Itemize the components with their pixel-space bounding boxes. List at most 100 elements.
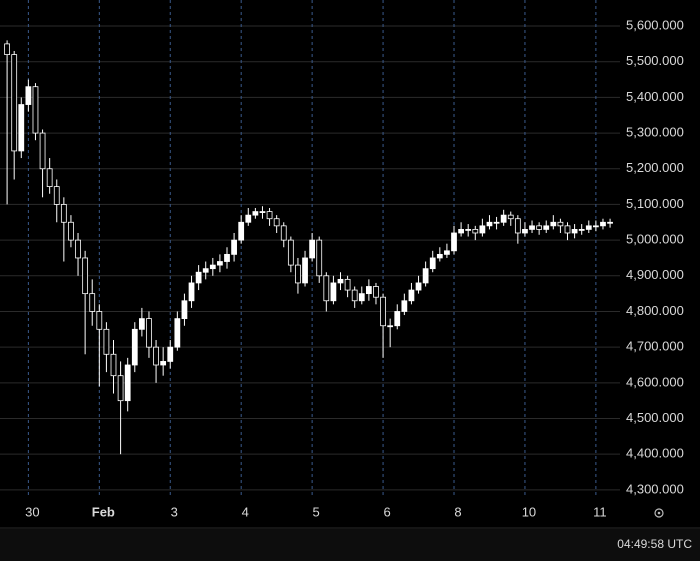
candle-body bbox=[25, 86, 32, 105]
candle-body bbox=[110, 353, 117, 377]
candle-body bbox=[507, 214, 514, 220]
candle-body bbox=[32, 86, 39, 134]
candle-body bbox=[365, 286, 372, 295]
candle-body bbox=[302, 257, 308, 284]
y-tick-label: 5,400.000 bbox=[626, 89, 684, 104]
candle-body bbox=[209, 264, 216, 270]
candle-body bbox=[401, 300, 408, 312]
candle-body bbox=[273, 218, 280, 227]
candle-body bbox=[422, 268, 429, 284]
candle-body bbox=[224, 253, 230, 262]
x-tick-label: 3 bbox=[171, 504, 178, 519]
settings-icon-dot bbox=[657, 511, 661, 515]
candle-body bbox=[323, 275, 330, 302]
candle-body bbox=[358, 293, 365, 302]
candle-body bbox=[75, 239, 81, 259]
candle-body bbox=[245, 214, 252, 223]
candle-body bbox=[188, 282, 195, 302]
candle-body bbox=[138, 318, 145, 330]
y-tick-label: 5,500.000 bbox=[626, 53, 684, 68]
candle-body bbox=[117, 375, 124, 402]
status-bar bbox=[0, 529, 700, 561]
x-tick-label: 8 bbox=[454, 504, 461, 519]
candle-body bbox=[394, 311, 401, 327]
candle-body bbox=[316, 239, 323, 277]
candle-body bbox=[472, 229, 479, 234]
candle-body bbox=[231, 239, 237, 255]
x-tick-label: Feb bbox=[92, 504, 115, 519]
x-tick-label: 6 bbox=[383, 504, 390, 519]
candle-body bbox=[124, 364, 131, 402]
candle-body bbox=[330, 282, 337, 302]
candle-body bbox=[280, 225, 287, 241]
candle-body bbox=[522, 229, 528, 234]
candle-body bbox=[557, 221, 564, 227]
y-tick-label: 5,600.000 bbox=[626, 17, 684, 32]
clock: 04:49:58 UTC bbox=[617, 537, 692, 551]
candle-body bbox=[217, 261, 223, 266]
candle-body bbox=[592, 225, 599, 228]
candle-body bbox=[259, 211, 266, 213]
candle-body bbox=[550, 221, 557, 227]
candle-body bbox=[380, 296, 386, 327]
candle-body bbox=[451, 232, 457, 252]
candle-body bbox=[571, 229, 578, 234]
candle-body bbox=[68, 221, 74, 241]
candle-body bbox=[11, 54, 18, 152]
candle-body bbox=[444, 250, 450, 255]
y-tick-label: 4,600.000 bbox=[626, 374, 684, 389]
y-tick-label: 4,500.000 bbox=[626, 410, 684, 425]
candle-body bbox=[18, 104, 25, 152]
candle-body bbox=[46, 168, 53, 187]
candle-body bbox=[585, 225, 592, 230]
candle-body bbox=[564, 225, 571, 234]
candle-body bbox=[266, 211, 273, 220]
x-tick-label: 10 bbox=[522, 504, 536, 519]
x-tick-label: 11 bbox=[593, 504, 607, 519]
candle-body bbox=[387, 325, 394, 328]
axes: 4,300.000 4,400.000 4,500.000 4,600.000 4,70… bbox=[25, 17, 684, 519]
candle-body bbox=[607, 221, 613, 224]
candle-body bbox=[82, 257, 89, 295]
y-tick-label: 5,000.000 bbox=[626, 232, 684, 247]
y-tick-label: 5,100.000 bbox=[626, 196, 684, 211]
candle-body bbox=[60, 204, 67, 223]
x-tick-label: 5 bbox=[313, 504, 320, 519]
candle-body bbox=[96, 311, 103, 330]
y-tick-label: 4,800.000 bbox=[626, 303, 684, 318]
y-tick-label: 4,900.000 bbox=[626, 267, 684, 282]
candle-body bbox=[146, 318, 152, 348]
candle-body bbox=[167, 346, 174, 362]
candle-body bbox=[252, 211, 259, 216]
candle-body bbox=[351, 289, 358, 302]
candle-body bbox=[287, 239, 294, 266]
y-tick-label: 5,300.000 bbox=[626, 125, 684, 140]
x-tick-label: 4 bbox=[242, 504, 249, 519]
candle-body bbox=[493, 221, 500, 224]
candle-body bbox=[479, 225, 486, 234]
candle-body bbox=[486, 221, 493, 227]
y-tick-label: 4,300.000 bbox=[626, 481, 684, 496]
candle-body bbox=[415, 282, 422, 291]
candle-body bbox=[536, 225, 543, 230]
settings-icon[interactable] bbox=[654, 508, 664, 518]
candle-body bbox=[202, 268, 209, 273]
candle-body bbox=[160, 361, 167, 366]
candle-body bbox=[89, 293, 96, 312]
candle-body bbox=[238, 221, 245, 241]
candle-body bbox=[600, 221, 606, 227]
y-tick-label: 4,400.000 bbox=[626, 446, 684, 461]
candle-body bbox=[344, 278, 351, 291]
candle-body bbox=[39, 132, 46, 170]
candle-body bbox=[309, 239, 316, 259]
candle-body bbox=[578, 229, 585, 231]
candle-body bbox=[103, 328, 110, 355]
candle-body bbox=[543, 225, 550, 230]
candle-body bbox=[500, 214, 507, 223]
candle-body bbox=[436, 253, 443, 259]
candle-body bbox=[408, 289, 415, 302]
candle-body bbox=[337, 278, 344, 284]
candle-body bbox=[429, 257, 436, 270]
candle-body bbox=[153, 346, 159, 366]
candle-body bbox=[53, 186, 60, 205]
